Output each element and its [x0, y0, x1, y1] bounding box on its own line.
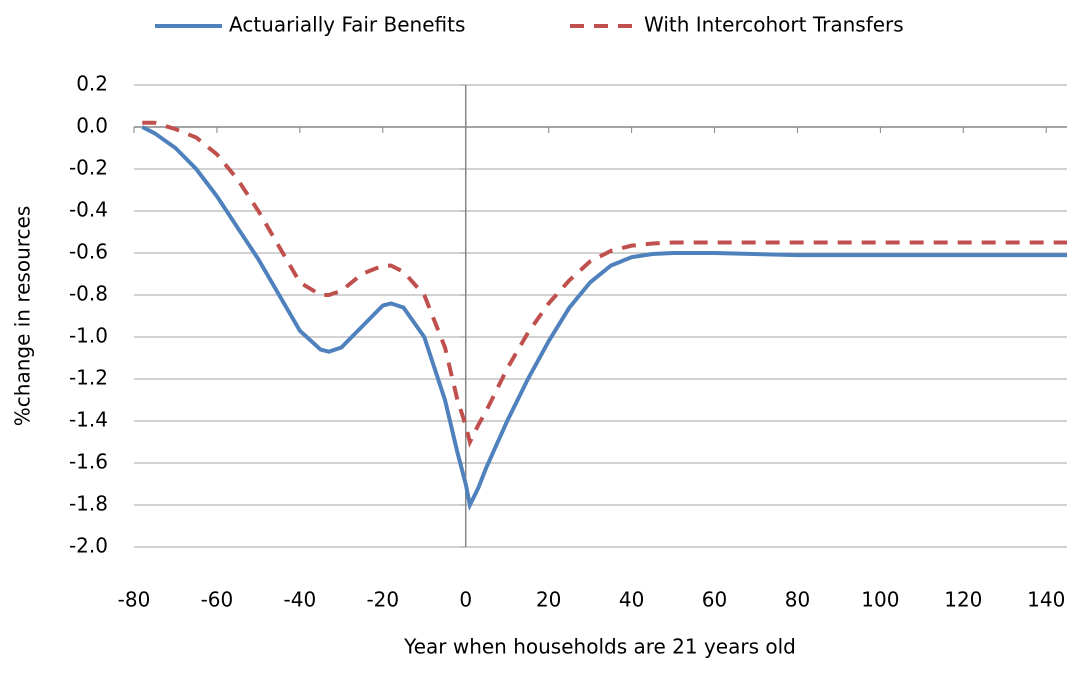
y-axis-label: %change in resources [11, 206, 35, 426]
x-tick-label: -20 [366, 588, 399, 612]
x-axis-label: Year when households are 21 years old [403, 635, 796, 659]
y-tick-label: -2.0 [69, 534, 108, 558]
legend-label: Actuarially Fair Benefits [229, 13, 465, 37]
legend-label: With Intercohort Transfers [644, 13, 904, 37]
x-tick-label: 20 [536, 588, 561, 612]
series-line [142, 120, 1067, 448]
x-tick-label: 0 [459, 588, 472, 612]
x-tick-label: -60 [201, 588, 234, 612]
y-tick-label: -1.6 [69, 450, 108, 474]
x-tick-label: -40 [284, 588, 317, 612]
y-tick-label: -1.2 [69, 366, 108, 390]
x-tick-label: -80 [118, 588, 151, 612]
y-tick-label: -1.4 [69, 408, 108, 432]
y-tick-label: -1.0 [69, 324, 108, 348]
x-tick-label: 40 [619, 588, 644, 612]
x-tick-label: 140 [1027, 588, 1065, 612]
y-tick-label: -1.8 [69, 492, 108, 516]
x-tick-label: 60 [702, 588, 727, 612]
y-tick-label: -0.6 [69, 240, 108, 264]
y-tick-label: -0.2 [69, 156, 108, 180]
y-tick-label: -0.8 [69, 282, 108, 306]
x-tick-label: 80 [785, 588, 810, 612]
series-line [141, 125, 1067, 512]
y-tick-label: -0.4 [69, 198, 108, 222]
x-tick-label: 100 [861, 588, 899, 612]
y-tick-label: 0.0 [76, 114, 108, 138]
x-tick-label: 120 [944, 588, 982, 612]
y-tick-label: 0.2 [76, 72, 108, 96]
